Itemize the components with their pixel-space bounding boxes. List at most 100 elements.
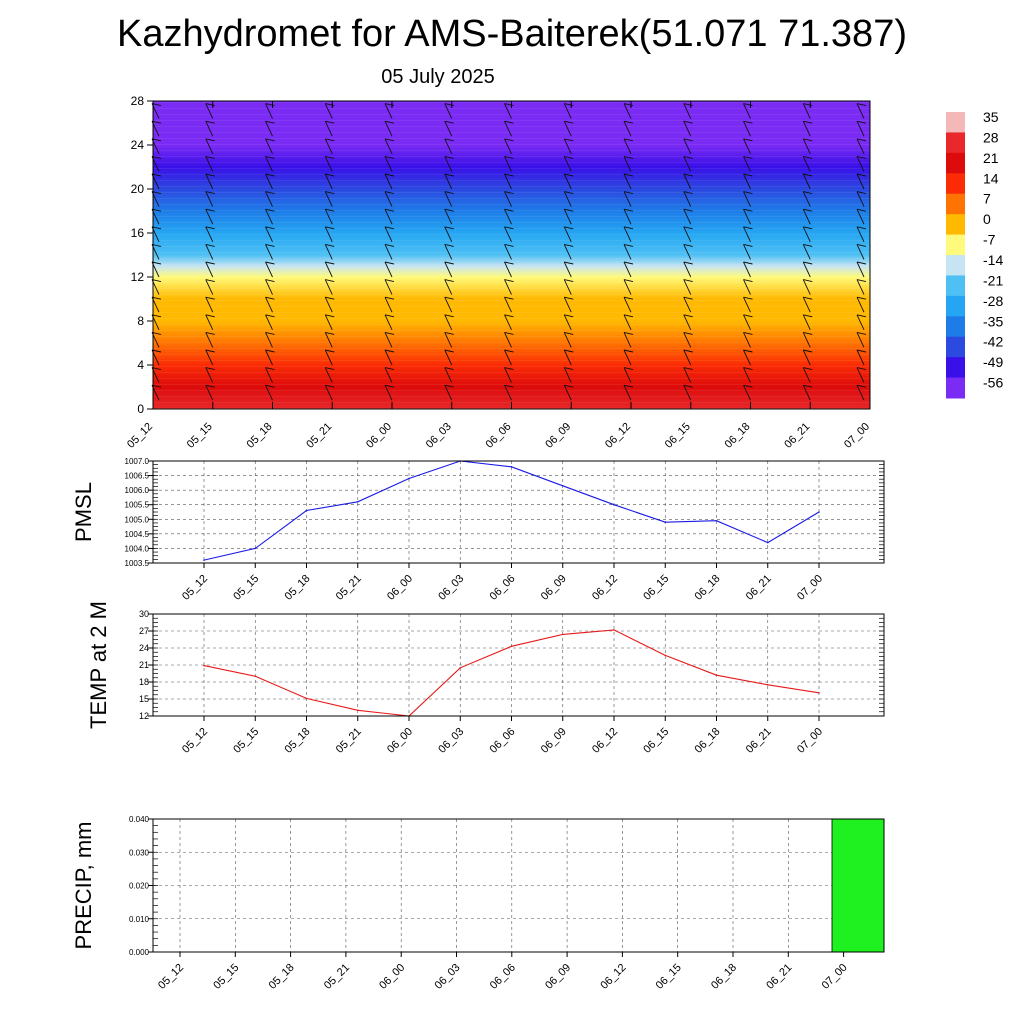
wind-barb-flag — [803, 314, 813, 318]
y-tick-label: 1005.5 — [125, 501, 150, 510]
wind-barb-flag — [683, 120, 693, 124]
wind-barb — [324, 349, 333, 366]
wind-barb — [504, 349, 512, 366]
wind-barb-flag — [743, 208, 753, 212]
wind-barb-flag — [265, 138, 275, 142]
wind-barb — [743, 121, 751, 137]
wind-barb-flag — [265, 173, 275, 177]
wind-barb — [205, 209, 214, 225]
x-tick-label: 06_03 — [424, 421, 454, 451]
wind-barb — [265, 191, 273, 207]
grid — [153, 460, 884, 564]
wind-barb — [563, 332, 572, 348]
wind-barb-flag — [856, 243, 867, 247]
wind-barb-flag — [683, 349, 693, 353]
wind-barb-flag — [623, 367, 634, 371]
x-tick-label: 06_12 — [598, 962, 628, 992]
wind-barb-flag — [856, 103, 867, 107]
wind-barb — [856, 385, 865, 401]
x-tick-label: 06_15 — [641, 573, 671, 603]
wind-barb — [856, 261, 865, 278]
wind-barb — [205, 103, 214, 119]
temp-2m-panel: 12 15 18 21 24 27 30 05_12 05_15 05_18 05_21 06_00 0… — [86, 601, 885, 756]
wind-barb-flag — [265, 155, 275, 159]
wind-barb-flag — [504, 314, 514, 318]
wind-barb-flag — [205, 243, 215, 247]
wind-barb — [802, 121, 811, 137]
x-tick-label: 06_15 — [641, 726, 671, 756]
wind-barb-flag — [205, 261, 215, 265]
colorbar-label: -7 — [983, 232, 996, 248]
wind-barb — [623, 226, 632, 242]
wind-barb-flag — [683, 367, 693, 371]
wind-barb — [265, 156, 273, 172]
y-tick-label: 0.010 — [129, 915, 150, 924]
wind-barb — [802, 279, 811, 295]
wind-barb-flag — [504, 191, 514, 195]
wind-barb-flag — [743, 191, 753, 195]
wind-barb — [444, 209, 453, 225]
x-tick-label: 05_15 — [231, 726, 261, 756]
wind-barb-flag — [444, 261, 454, 265]
wind-barb-flag — [564, 296, 574, 300]
wind-barb-flag — [803, 208, 813, 212]
wind-barb-flag — [504, 120, 514, 124]
data-point — [408, 477, 410, 480]
heatmap-contours — [153, 101, 870, 409]
wind-barb — [856, 209, 865, 225]
x-tick-label: 05_15 — [185, 421, 215, 451]
wind-barb — [324, 173, 333, 190]
wind-barb — [623, 103, 632, 119]
wind-barb — [623, 191, 632, 207]
wind-barb — [563, 121, 572, 137]
wind-barb — [444, 244, 453, 260]
y-tick-label: 1006.5 — [125, 472, 150, 481]
wind-barb — [504, 156, 512, 172]
wind-barb-flag — [205, 173, 215, 177]
x-tick-label: 06_09 — [539, 726, 569, 756]
wind-barb-flag — [743, 226, 753, 230]
wind-barb — [856, 332, 865, 348]
wind-barb — [444, 385, 453, 401]
colorbar-label: -28 — [983, 293, 1003, 309]
wind-barb — [444, 191, 453, 207]
y-tick-label: 30 — [139, 609, 149, 619]
wind-barb-flag — [743, 384, 753, 388]
wind-barb-flag — [384, 279, 395, 283]
wind-barb-flag — [325, 191, 335, 195]
wind-barb-flag — [504, 208, 514, 212]
wind-barb — [205, 121, 214, 137]
y-tick-label: 16 — [131, 226, 145, 240]
wind-barb — [563, 209, 572, 225]
wind-barb — [504, 367, 512, 383]
wind-barb-flag — [205, 120, 215, 124]
chart-subtitle: 05 July 2025 — [381, 66, 495, 88]
wind-barb-flag — [504, 296, 514, 300]
wind-barb — [265, 121, 273, 137]
x-tick-label: 06_18 — [709, 962, 739, 992]
colorbar-label: -21 — [983, 272, 1003, 288]
wind-barb — [623, 297, 632, 313]
data-point — [510, 645, 513, 648]
y-tick-label: 1005.0 — [125, 515, 150, 524]
colorbar-swatch — [946, 214, 965, 236]
x-tick-label: 05_12 — [156, 962, 186, 992]
data-point — [613, 629, 615, 631]
wind-barb — [205, 279, 214, 295]
colorbar-swatch — [946, 357, 965, 379]
wind-barb — [265, 244, 273, 260]
wind-barb-flag — [856, 173, 867, 177]
wind-barb — [444, 121, 453, 137]
grid — [153, 818, 884, 953]
wind-barb-flag — [856, 120, 867, 124]
wind-barb — [802, 297, 811, 313]
wind-barb — [683, 244, 692, 260]
wind-barb — [504, 261, 512, 278]
wind-barb-flag — [856, 384, 867, 388]
wind-barb — [802, 349, 811, 366]
wind-barb-flag — [743, 367, 753, 371]
wind-barb — [324, 261, 333, 278]
wind-barb — [265, 314, 273, 330]
data-point — [254, 675, 257, 678]
